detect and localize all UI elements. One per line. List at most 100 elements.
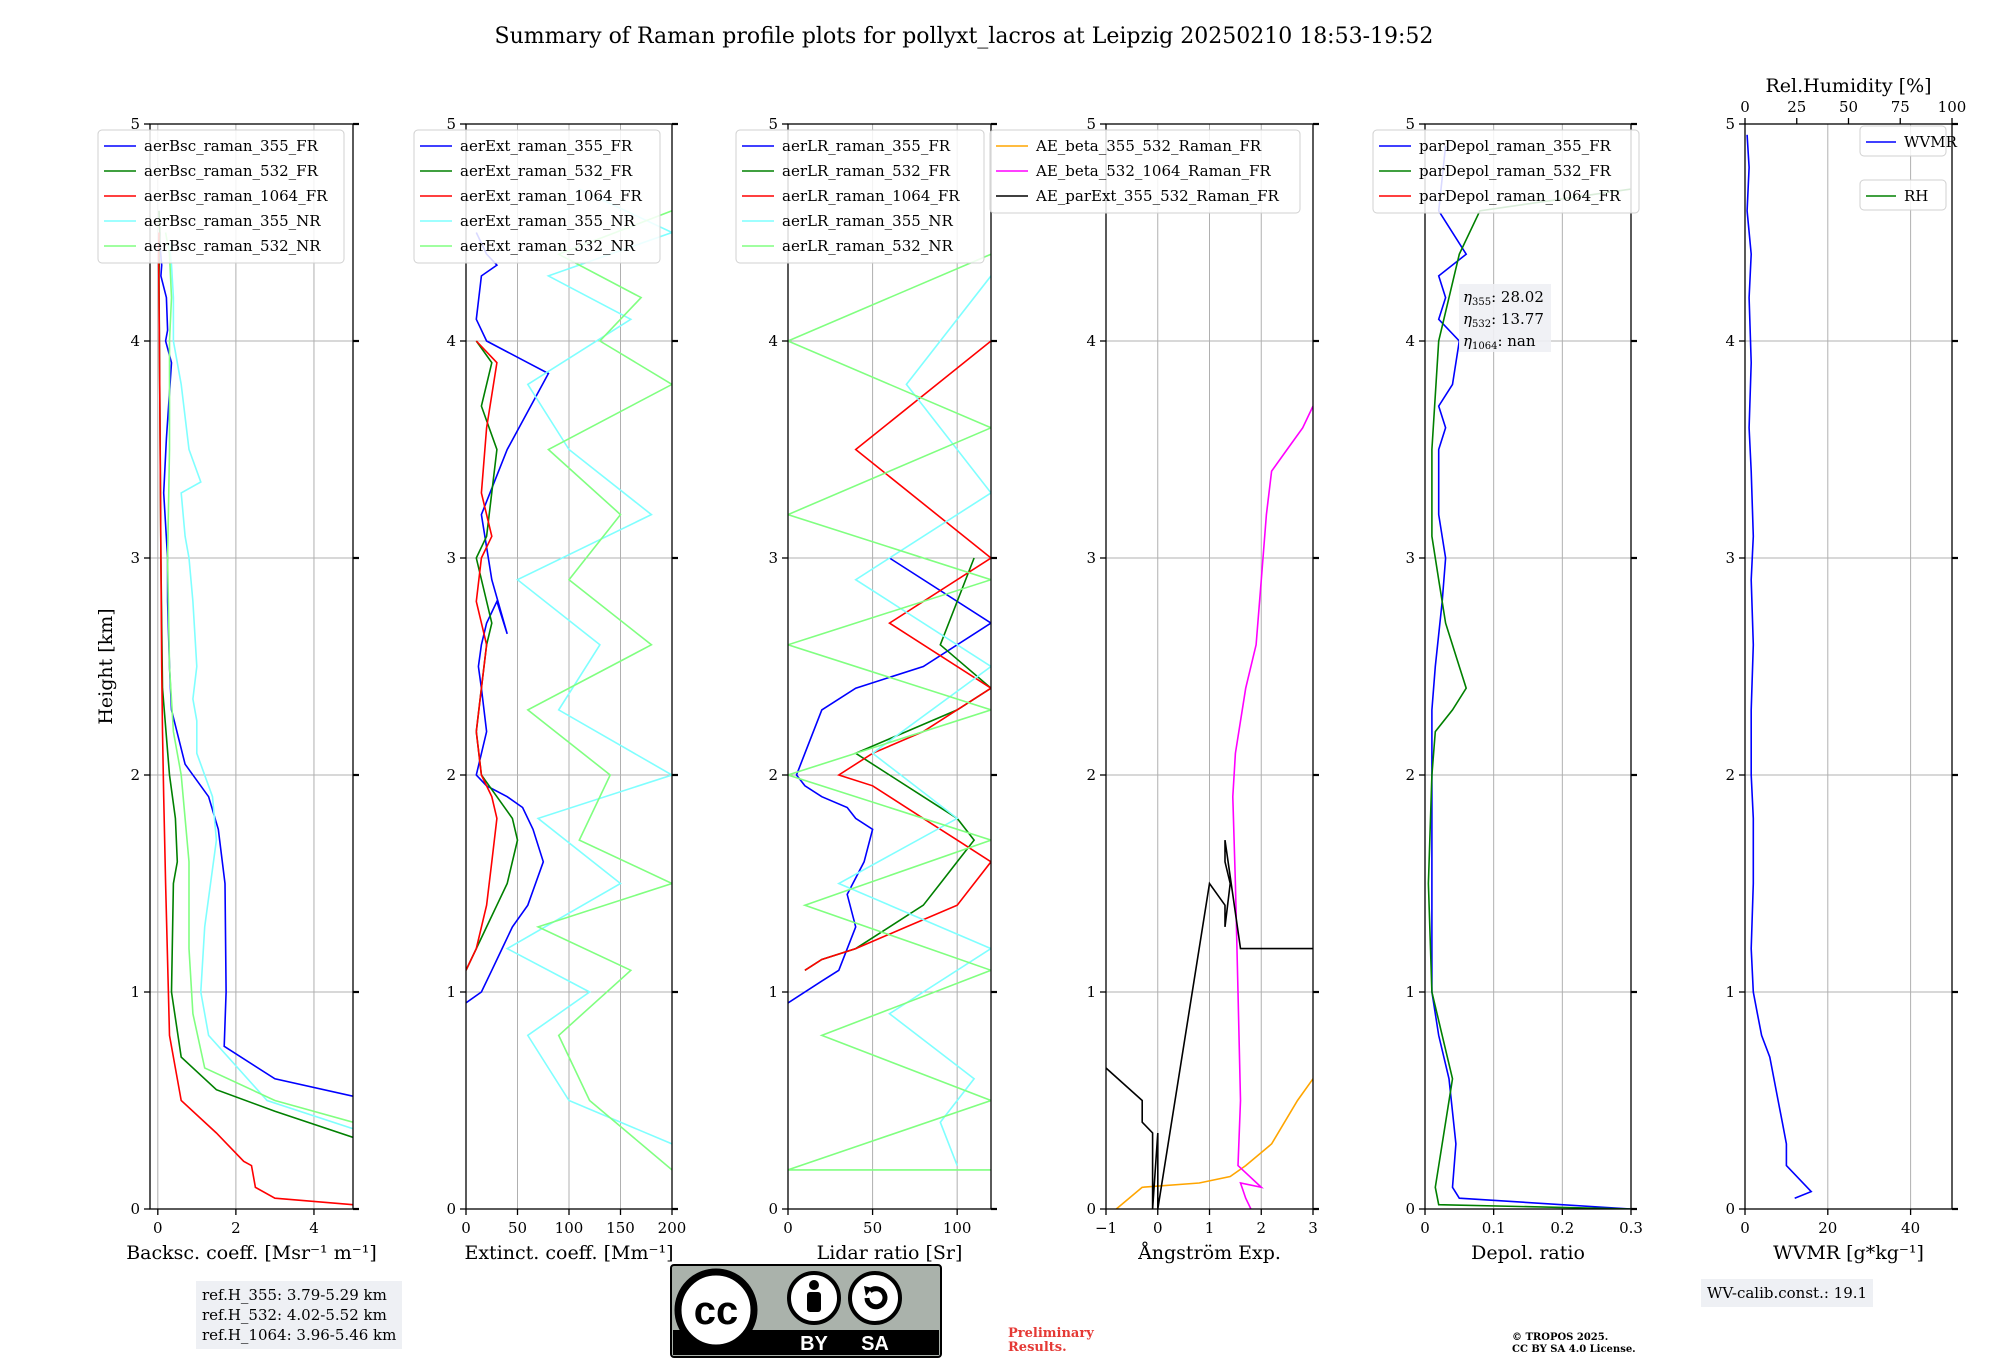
series-group	[466, 188, 672, 1171]
x-tick-label: 0	[153, 1219, 163, 1237]
y-tick-label: 1	[1086, 983, 1096, 1001]
y-tick-label: 3	[1725, 549, 1735, 567]
y-tick-label: 2	[130, 766, 140, 784]
y-tick-label: 1	[130, 983, 140, 1001]
eta-value-1064: η1064: nan	[1463, 332, 1536, 352]
y-tick-label: 4	[1725, 332, 1735, 350]
y-axis-label: Height [km]	[95, 608, 117, 724]
eta-value-532: η532: 13.77	[1463, 310, 1544, 330]
legend-box	[1372, 129, 1640, 214]
x2-tick-label: 75	[1891, 98, 1910, 116]
legend-box	[989, 129, 1301, 214]
x-axis-label: Ångström Exp.	[1137, 1242, 1281, 1264]
legend-box	[1859, 179, 1947, 211]
series-line	[466, 340, 498, 971]
figure-title: Summary of Raman profile plots for polly…	[495, 24, 1434, 49]
x-tick-label: 50	[508, 1219, 527, 1237]
x-axis-label: WVMR [g*kg⁻¹]	[1773, 1242, 1924, 1264]
ref-height-box: ref.H_355: 3.79-5.29 km ref.H_532: 4.02-…	[196, 1281, 403, 1349]
y-tick-label: 0	[768, 1200, 778, 1218]
legend-label: parDepol_raman_532_FR	[1419, 162, 1612, 180]
y-tick-label: 1	[1725, 983, 1735, 1001]
series-line	[1993, 146, 2000, 1138]
legend-label: aerBsc_raman_532_NR	[144, 237, 321, 255]
axes-frame	[1744, 123, 1953, 1210]
legend: aerBsc_raman_355_FR aerBsc_raman_532_FRae…	[97, 129, 345, 264]
wv-calib-box: WV-calib.const.: 19.1	[1701, 1279, 1874, 1307]
panel-2: 0 50 100 150 200 0 1 2 3 4 5 Extinct. coeff. [Mm⁻¹]…	[413, 115, 686, 1264]
x-tick-label: 0.2	[1550, 1219, 1574, 1237]
y-tick-label: 0	[1086, 1200, 1096, 1218]
legend-label: aerExt_raman_532_NR	[460, 237, 636, 255]
y-tick-label: 5	[130, 115, 140, 133]
legend-label: aerExt_raman_1064_FR	[460, 187, 642, 205]
copyright-note: © TROPOS 2025. CC BY SA 4.0 License.	[1512, 1332, 1636, 1356]
series-line	[788, 253, 991, 1171]
cc-license-logo: cc BY SA	[670, 1264, 942, 1358]
x2-tick-label: 0	[1740, 98, 1750, 116]
copyright-line-2: CC BY SA 4.0 License.	[1512, 1344, 1636, 1355]
legend-label: aerLR_raman_1064_FR	[782, 187, 960, 205]
preliminary-line-2: Results.	[1008, 1340, 1067, 1355]
x-tick-label: 2	[1256, 1219, 1266, 1237]
y-tick-label: 5	[1725, 115, 1735, 133]
legend-label: AE_parExt_355_532_Raman_FR	[1035, 187, 1280, 205]
series-line	[1231, 405, 1313, 1209]
x2-tick-label: 25	[1787, 98, 1806, 116]
legend: WVMR RH	[1859, 125, 1958, 211]
series-line	[526, 210, 672, 1171]
cc-text: cc	[694, 1289, 739, 1333]
legend-label: AE_beta_355_532_Raman_FR	[1035, 137, 1262, 155]
grid	[1744, 123, 1952, 1210]
y-tick-label: 0	[130, 1200, 140, 1218]
x-tick-label: 0	[783, 1219, 793, 1237]
x-tick-label: 0	[1740, 1219, 1750, 1237]
legend-box	[97, 129, 345, 264]
series-line	[1746, 134, 1813, 1199]
x-tick-label: 0.3	[1619, 1219, 1643, 1237]
grid	[787, 123, 991, 1210]
cc-icon	[674, 1268, 758, 1352]
x-tick-label: 0	[461, 1219, 471, 1237]
ref-height-1064: ref.H_1064: 3.96-5.46 km	[202, 1326, 397, 1344]
y-tick-label: 2	[1725, 766, 1735, 784]
legend-label: aerBsc_raman_355_NR	[144, 212, 321, 230]
x-tick-label: 40	[1901, 1219, 1920, 1237]
y-tick-label: 4	[1405, 332, 1415, 350]
series-line	[168, 243, 353, 1130]
y-tick-label: 3	[1405, 549, 1415, 567]
series-group	[1106, 405, 1313, 1209]
y-tick-label: 2	[768, 766, 778, 784]
x-tick-label: 0.1	[1482, 1219, 1506, 1237]
x-tick-label: 3	[1308, 1219, 1318, 1237]
x-axis-label: Lidar ratio [Sr]	[817, 1242, 963, 1264]
legend-label: aerLR_raman_355_FR	[782, 137, 951, 155]
grid	[1105, 123, 1314, 1210]
legend-box	[1859, 125, 1947, 157]
x-tick-label: 100	[943, 1219, 972, 1237]
legend-label: RH	[1904, 187, 1928, 205]
ref-height-532: ref.H_532: 4.02-5.52 km	[202, 1306, 387, 1324]
panel-5: 0 0.1 0.2 0.3 0 1 2 3 4 5 Depol. ratio parDepol_ram…	[1372, 115, 1643, 1264]
by-text: BY	[800, 1333, 828, 1355]
series-line	[157, 232, 353, 1206]
y-tick-label: 3	[1086, 549, 1096, 567]
y-tick-label: 1	[446, 983, 456, 1001]
axes-frame	[787, 123, 992, 1210]
legend-label: parDepol_raman_355_FR	[1419, 137, 1612, 155]
series-line	[1427, 188, 1631, 1209]
legend-label: aerBsc_raman_355_FR	[144, 137, 319, 155]
axes-frame	[1424, 123, 1632, 1210]
preliminary-note: Preliminary Results.	[1008, 1327, 1094, 1355]
series-line	[1115, 1078, 1313, 1209]
x-tick-label: −1	[1095, 1219, 1117, 1237]
x-tick-label: 150	[606, 1219, 635, 1237]
y-tick-label: 3	[446, 549, 456, 567]
legend-label: WVMR	[1904, 133, 1958, 151]
y-tick-label: 2	[1405, 766, 1415, 784]
series-line	[159, 232, 353, 1097]
y-tick-label: 5	[768, 115, 778, 133]
series-line	[466, 340, 519, 971]
